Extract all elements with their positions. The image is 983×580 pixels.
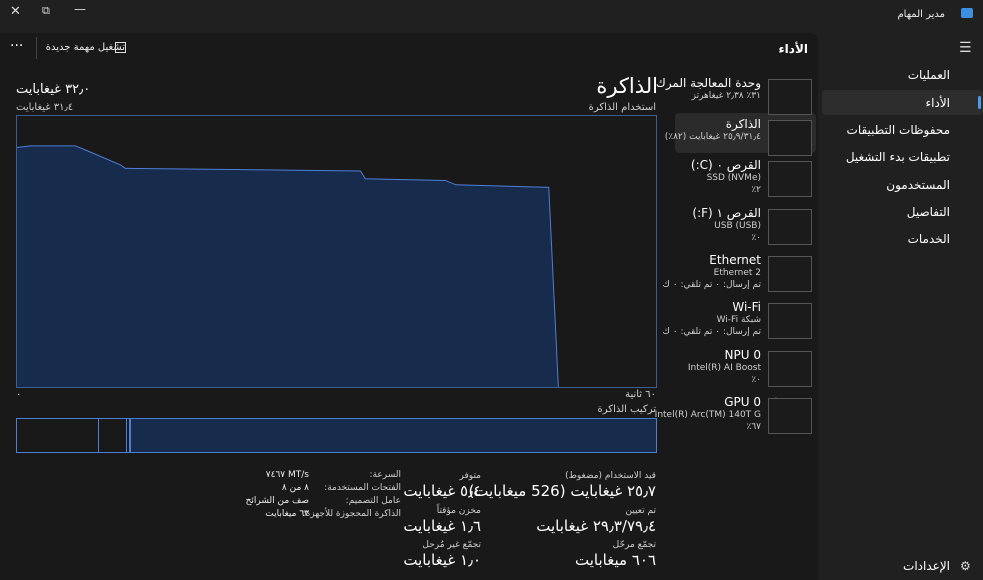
resource-name[interactable]: Wi-Fi — [732, 300, 761, 314]
nav-item[interactable]: المستخدمون — [886, 178, 950, 192]
resource-thumb — [768, 303, 812, 339]
prop-value: ٨ من ٨ — [281, 483, 309, 493]
stat-value: ٥٫٤ غيغابايت — [403, 482, 481, 500]
window-title: مدير المهام — [897, 9, 945, 20]
minimize-button[interactable]: — — [74, 2, 86, 16]
resource-detail: Ethernet 2 — [713, 268, 761, 278]
resource-detail: Intel(R) Arc(TM) 140T G — [654, 410, 761, 420]
close-button[interactable]: ✕ — [10, 4, 21, 19]
resource-name[interactable]: NPU 0 — [724, 348, 761, 362]
resource-detail: USB (USB) — [714, 221, 761, 231]
settings-icon: ⚙ — [960, 559, 971, 573]
separator — [36, 37, 37, 59]
y-max-label: ٣١٫٤ غيغابايت — [16, 102, 74, 113]
nav-selected-bg — [822, 90, 983, 115]
nav-item[interactable]: الخدمات — [907, 232, 950, 246]
resource-name[interactable]: وحدة المعالجة المرك — [655, 76, 761, 90]
resource-detail: ٠٪ — [751, 375, 761, 385]
resource-thumb — [768, 209, 812, 245]
menu-button[interactable]: ☰ — [959, 40, 972, 56]
resource-name[interactable]: الذاكرة — [725, 117, 761, 131]
resource-thumb — [768, 161, 812, 197]
prop-value: ٦٣ ميغابايت — [265, 509, 309, 519]
run-task-icon — [115, 42, 126, 53]
resource-detail: ٦٧٪ — [746, 422, 761, 432]
x-start-label: ٠ — [16, 389, 22, 400]
nav-item[interactable]: محفوظات التطبيقات — [846, 123, 950, 137]
stat-value: ٢٩٫٣/٧٩٫٤ غيغابايت — [536, 517, 656, 535]
prop-value: MT/s ٧٤٦٧ — [265, 470, 309, 480]
nav-indicator — [978, 96, 981, 109]
nav-settings[interactable]: الإعدادات — [903, 559, 950, 573]
in-use-segment — [130, 418, 657, 453]
nav-item[interactable]: تطبيقات بدء التشغيل — [845, 150, 950, 164]
resource-detail: ٢٪ — [751, 185, 761, 195]
chart-title: استخدام الذاكرة — [588, 102, 656, 113]
resource-name[interactable]: Ethernet — [709, 253, 761, 267]
composition-frame — [16, 418, 657, 453]
page-title: الأداء — [778, 42, 808, 56]
prop-label: عامل التصميم: — [345, 496, 401, 506]
resource-thumb — [768, 351, 812, 387]
stat-value: ٢٥٫٧ غيغابايت (526 ميغابايت) — [468, 482, 656, 500]
stat-value: ٦٠٦ ميغابايت — [575, 551, 656, 569]
app-icon — [961, 8, 973, 18]
stat-value: ١٫٠ غيغابايت — [403, 551, 481, 569]
graph-frame — [16, 115, 657, 388]
detail-total: ٣٢٫٠ غيغابايت — [16, 82, 91, 97]
composition-label: تركيب الذاكرة — [597, 404, 656, 415]
nav-item[interactable]: العمليات — [907, 68, 950, 82]
resource-detail: تم إرسال: ٠ تم تلقي: ٠ ك — [662, 280, 761, 290]
stat-value: ١٫٦ غيغابايت — [403, 517, 481, 535]
nav-item[interactable]: الأداء — [925, 96, 951, 110]
resource-detail: تم إرسال: ٠ تم تلقي: ٠ ك — [662, 327, 761, 337]
resource-name[interactable]: القرص ٠ (C:) — [690, 158, 761, 172]
resource-detail: ٠٪ — [751, 233, 761, 243]
stat-label: قيد الاستخدام (مضغوط) — [565, 471, 656, 481]
prop-label: الفتحات المستخدمة: — [324, 483, 401, 493]
prop-value: صف من الشرائح — [245, 496, 309, 506]
x-end-label: ٦٠ ثانية — [625, 389, 656, 400]
nav-item[interactable]: التفاصيل — [906, 205, 950, 219]
stat-label: تجمّع غير مُرحل — [422, 540, 481, 550]
stat-label: متوفر — [459, 471, 481, 481]
memory-area — [16, 145, 559, 388]
prop-label: الذاكرة المحجوزة للأجهزة: — [302, 509, 401, 519]
stat-label: مخزن مؤقتاً — [436, 506, 481, 516]
resource-thumb — [768, 256, 812, 292]
prop-label: السرعة: — [369, 470, 401, 480]
resource-detail: SSD (NVMe) — [706, 173, 761, 183]
detail-title: الذاكرة — [596, 74, 658, 98]
more-button[interactable]: ··· — [10, 38, 24, 54]
resource-detail: ٣١٪ ٢٫٣٨ غيغاهرتز — [691, 91, 761, 101]
resource-detail: شبكة Wi-Fi — [716, 315, 761, 325]
resource-detail: ٢٥٫٩/٣١٫٤ غيغابايت (٨٢٪) — [664, 132, 761, 142]
resource-detail: Intel(R) AI Boost — [687, 363, 761, 373]
stat-label: تجمّع مرحّل — [612, 540, 656, 550]
memory-line — [16, 145, 559, 388]
resource-thumb — [768, 79, 812, 115]
run-new-task[interactable]: تشغيل مهمة جديدة — [45, 42, 125, 53]
stat-label: تم تعيين — [625, 506, 657, 516]
resource-name[interactable]: GPU 0 — [724, 395, 761, 409]
resource-name[interactable]: القرص ١ (F:) — [692, 206, 761, 220]
resource-thumb — [768, 120, 812, 156]
resource-thumb — [768, 398, 812, 434]
restore-button[interactable]: ⧉ — [42, 4, 50, 17]
